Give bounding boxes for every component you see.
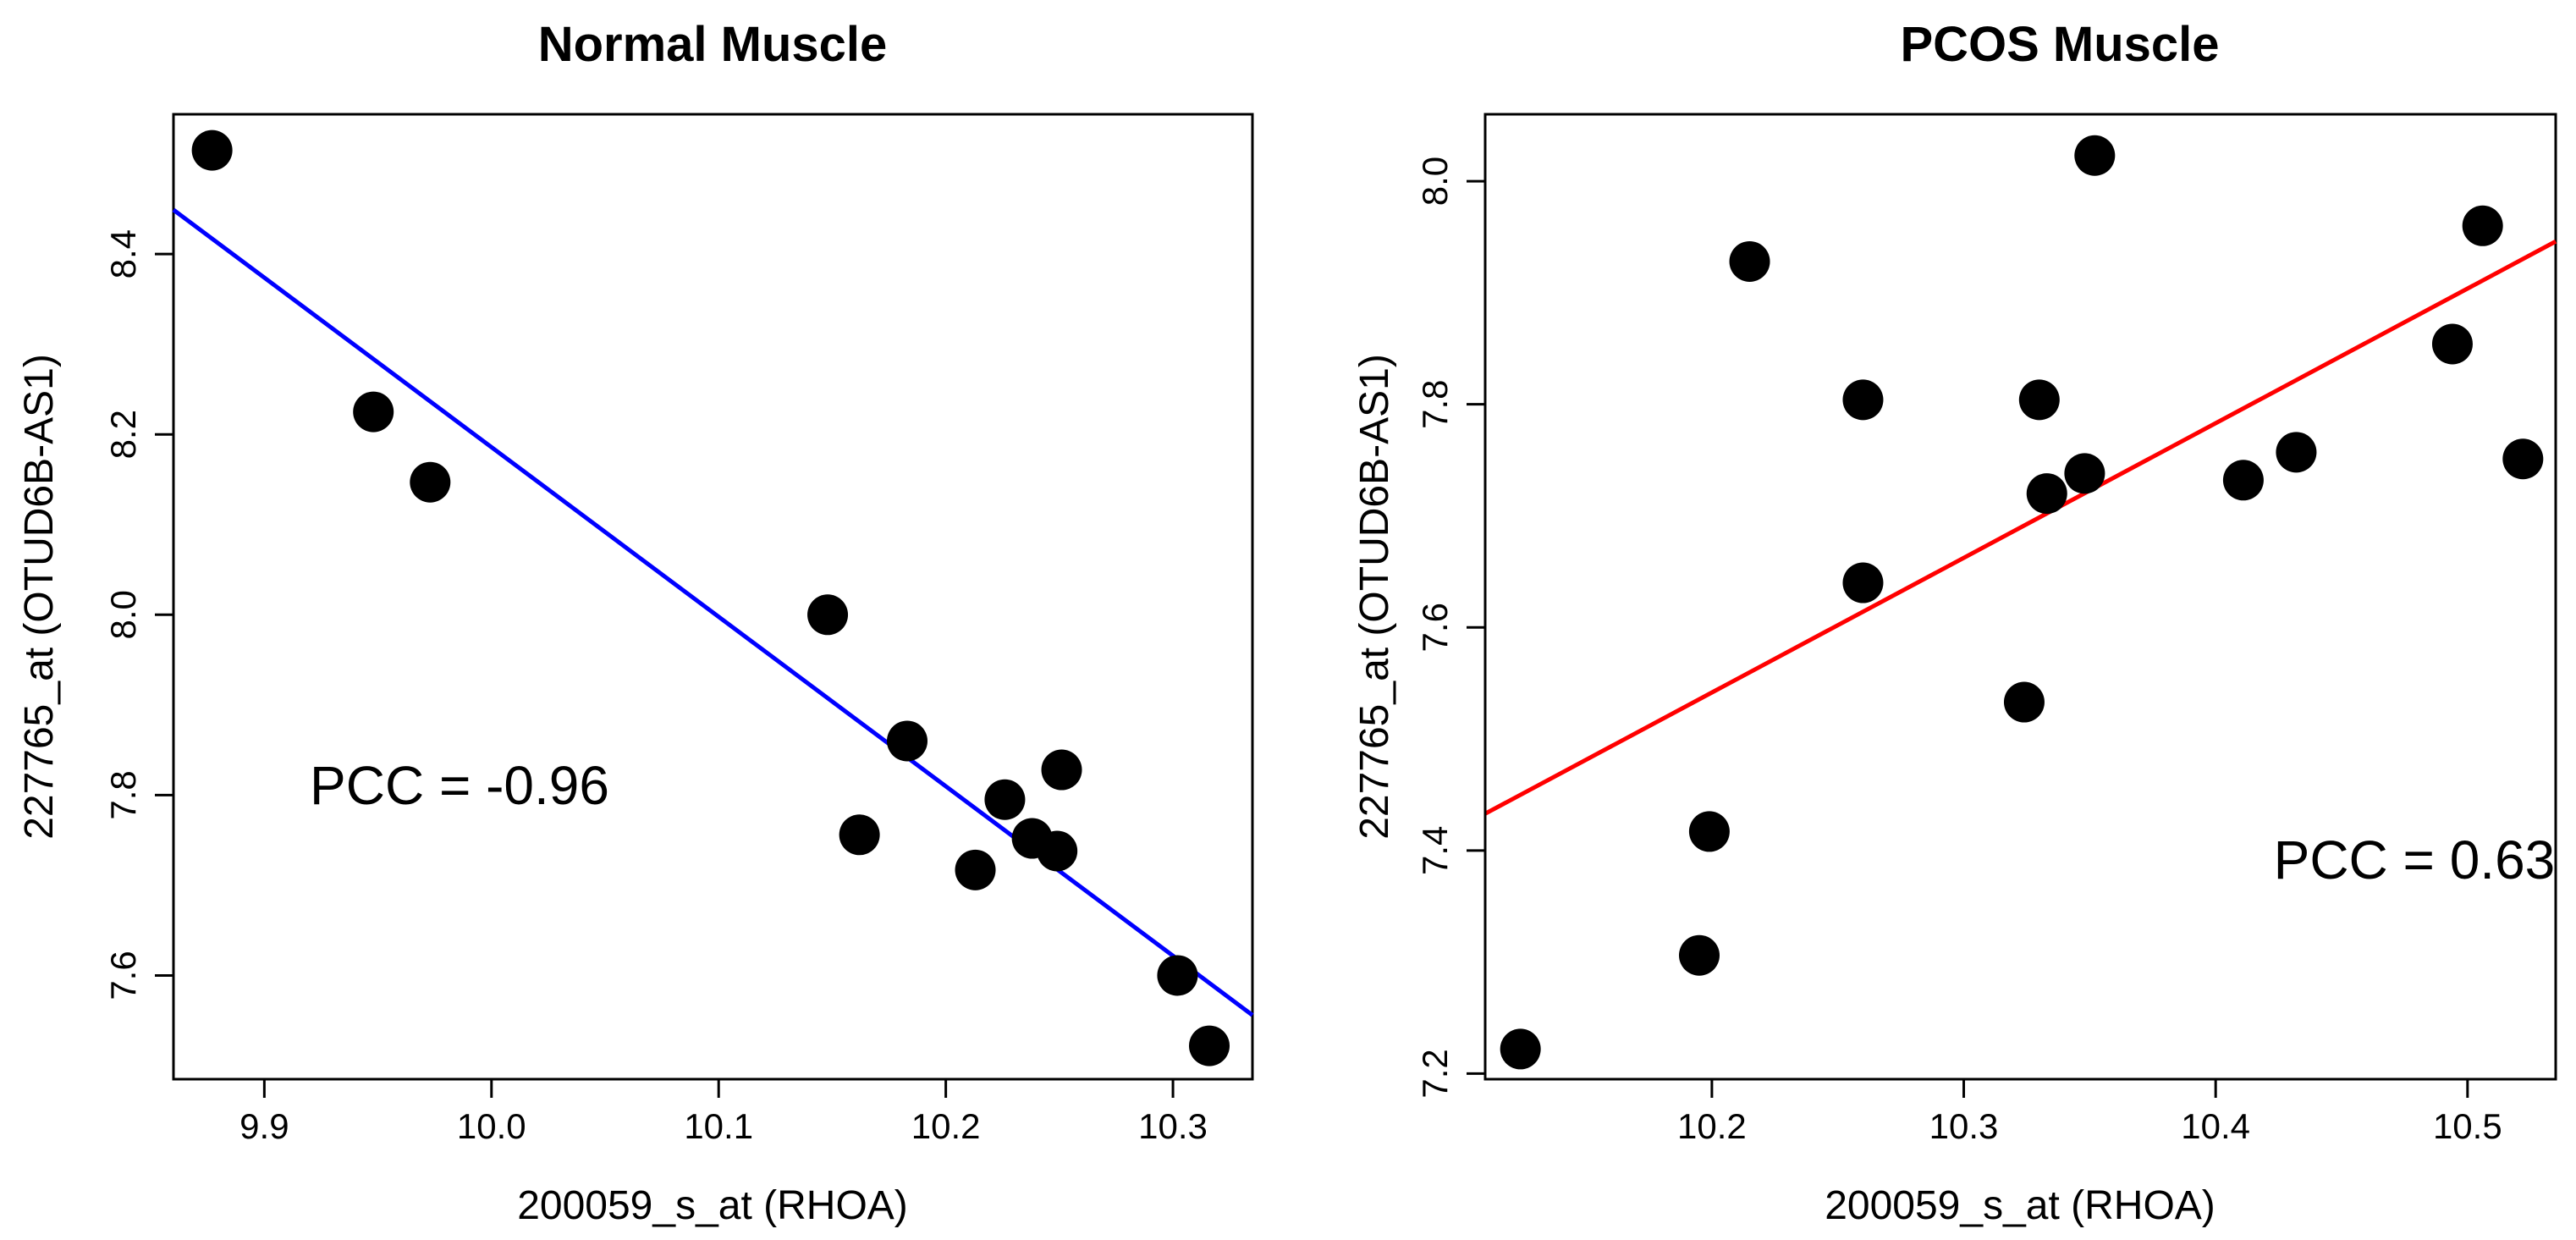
data-point	[1729, 240, 1770, 282]
chart-normal-muscle: Normal Muscle 9.9 10.0 10.1 10.2 10.3 7.6 7.8…	[17, 17, 1254, 1228]
chart-pcos-muscle: PCOS Muscle 10.2 10.3 10.4 10.5 7.27.47.67.…	[1352, 17, 2557, 1228]
x-tick-label: 10.5	[2433, 1106, 2502, 1146]
y-tick-label: 8.4	[103, 229, 143, 278]
data-point	[2026, 473, 2067, 515]
y-tick-label: 7.2	[1415, 1049, 1455, 1098]
data-point	[1500, 1028, 1541, 1070]
data-point	[955, 849, 996, 890]
y-tick-label: 7.6	[103, 951, 143, 1000]
data-point	[410, 461, 451, 503]
y-axis-label: 227765_at (OTUD6B-AS1)	[1352, 354, 1397, 840]
y-axis: 7.2 7.4 7.6 7.8 8.0	[1415, 157, 1487, 1099]
data-point	[2222, 460, 2264, 501]
pcc-annotation: PCC = 0.63	[2274, 829, 2556, 890]
y-tick-label: 8.0	[103, 590, 143, 639]
y-tick-label: 8.2	[103, 410, 143, 459]
data-point	[1842, 379, 1884, 421]
data-point	[1679, 934, 1720, 976]
data-point	[1041, 749, 1082, 791]
data-point	[1688, 811, 1730, 852]
x-tick-label: 10.2	[1677, 1106, 1747, 1146]
chart-title: Normal Muscle	[538, 17, 888, 72]
x-axis: 10.2 10.3 10.4 10.5	[1677, 1077, 2502, 1146]
data-point	[2003, 681, 2045, 723]
data-point	[191, 130, 233, 171]
x-tick-label: 10.3	[1929, 1106, 1999, 1146]
pcc-annotation: PCC = -0.96	[310, 755, 609, 816]
y-axis: 7.6 7.8 8.0 8.2 8.4	[103, 229, 175, 1000]
x-tick-label: 9.9	[239, 1106, 289, 1146]
data-point	[2502, 438, 2544, 480]
x-tick-label: 10.4	[2181, 1106, 2250, 1146]
x-tick-label: 10.3	[1138, 1106, 1208, 1146]
y-tick-label: 7.8	[1415, 379, 1455, 428]
data-point	[887, 720, 927, 762]
data-point	[353, 391, 394, 433]
data-point	[2431, 323, 2473, 365]
data-point	[2064, 453, 2105, 494]
x-tick-label: 10.2	[911, 1106, 981, 1146]
y-tick-label: 7.8	[103, 770, 143, 819]
x-tick-label: 10.0	[457, 1106, 526, 1146]
data-point	[1037, 830, 1078, 872]
y-tick-label: 7.4	[1415, 826, 1455, 875]
fit-line	[1483, 240, 2557, 816]
data-point	[2018, 379, 2060, 421]
y-axis-label: 227765_at (OTUD6B-AS1)	[17, 354, 62, 840]
data-point	[839, 814, 880, 856]
data-points	[191, 130, 1230, 1066]
x-axis: 9.9 10.0 10.1 10.2 10.3	[239, 1077, 1208, 1146]
data-point	[1189, 1025, 1230, 1066]
plot-frame	[172, 113, 1254, 1081]
y-tick-label: 7.6	[1415, 603, 1455, 652]
fit-line	[172, 207, 1254, 1017]
data-point	[2462, 205, 2503, 246]
data-point	[807, 594, 849, 636]
x-tick-label: 10.1	[684, 1106, 753, 1146]
data-point	[1157, 955, 1198, 996]
y-tick-label: 8.0	[1415, 157, 1455, 206]
chart-title: PCOS Muscle	[1900, 17, 2219, 72]
data-point	[2074, 135, 2116, 176]
x-axis-label: 200059_s_at (RHOA)	[517, 1183, 908, 1228]
data-point	[1842, 562, 1884, 603]
x-axis-label: 200059_s_at (RHOA)	[1825, 1183, 2215, 1228]
plot-frame	[1483, 113, 2557, 1081]
data-point	[984, 779, 1026, 820]
data-point	[2276, 432, 2317, 473]
data-points	[1500, 135, 2544, 1070]
